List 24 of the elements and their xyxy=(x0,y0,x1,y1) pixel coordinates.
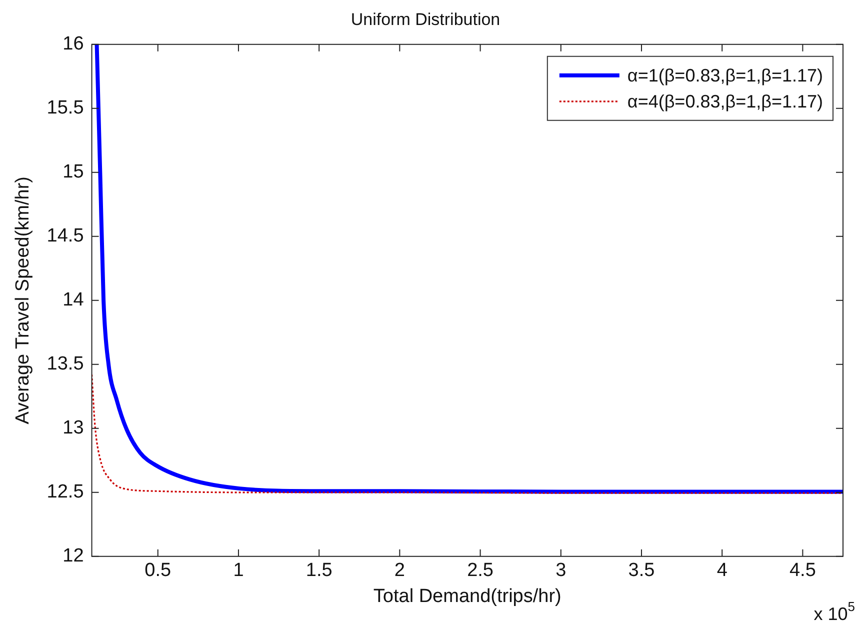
legend-label: α=4(β=0.83,β=1,β=1.17) xyxy=(627,91,823,112)
y-tick-label: 13 xyxy=(62,418,84,439)
y-tick-label: 13.5 xyxy=(46,354,84,375)
y-tick-label: 12 xyxy=(62,546,84,567)
x-tick-label: 4 xyxy=(716,560,728,582)
chart-title: Uniform Distribution xyxy=(350,10,500,29)
x-tick-label: 2.5 xyxy=(467,560,494,582)
x-tick-label: 2 xyxy=(394,560,405,582)
y-tick-label: 16 xyxy=(62,34,84,55)
y-tick-label: 14 xyxy=(62,290,84,311)
x-tick-label: 1 xyxy=(233,560,244,582)
y-tick-label: 15 xyxy=(62,162,84,183)
x-axis-title: Total Demand(trips/hr) xyxy=(373,586,562,607)
x-tick-label: 1.5 xyxy=(306,560,332,582)
y-tick-label: 14.5 xyxy=(46,226,84,247)
x-tick-label: 0.5 xyxy=(144,560,172,582)
line-series xyxy=(94,44,843,494)
legend-label: α=1(β=0.83,β=1,β=1.17) xyxy=(627,65,823,86)
x-tick-label: 3.5 xyxy=(628,560,655,582)
y-tick-label: 12.5 xyxy=(46,482,84,503)
x-tick-label: 4.5 xyxy=(789,560,816,582)
x-tick-label: 3 xyxy=(556,560,566,582)
y-axis-title: Average Travel Speed(km/hr) xyxy=(12,176,34,424)
y-tick-label: 15.5 xyxy=(46,98,84,119)
